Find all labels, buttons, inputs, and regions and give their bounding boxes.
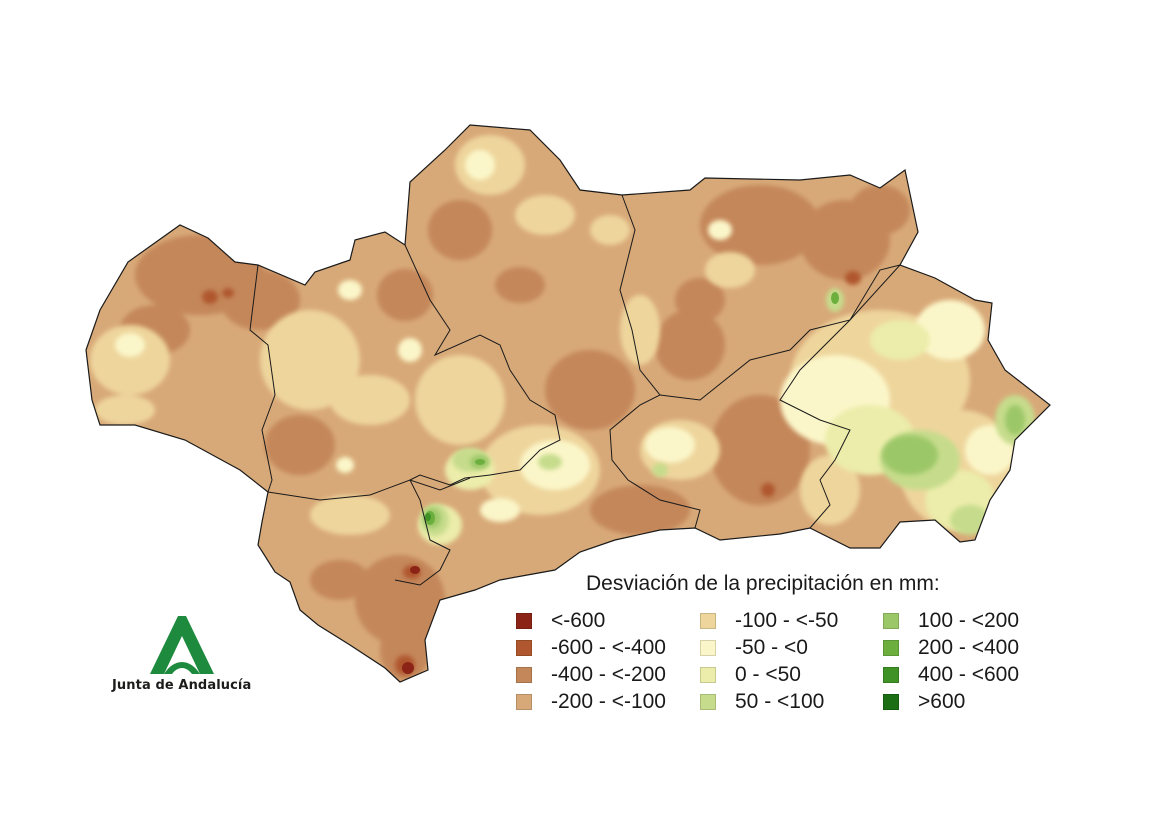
legend-label: 200 - <400 [918, 636, 1020, 659]
legend-item: 100 - <200 [883, 608, 1019, 634]
legend-item: -400 - <-200 [516, 662, 666, 688]
sevilla-cadiz-border [267, 477, 471, 501]
legend-swatch [700, 667, 716, 683]
legend-item: -600 - <-400 [516, 635, 666, 661]
sevilla-cordoba-border [404, 244, 561, 486]
legend-item: 400 - <600 [883, 662, 1019, 688]
legend-swatch [700, 640, 716, 656]
legend-label: -50 - <0 [735, 636, 808, 659]
legend-item: >600 [883, 689, 965, 715]
jaen-granada-border [659, 264, 901, 401]
legend-swatch [883, 667, 899, 683]
extreme-dry-zones [402, 566, 420, 674]
legend-label: <-600 [551, 609, 606, 632]
wetter-zones [423, 405, 1025, 528]
legend-title: Desviación de la precipitación en mm: [586, 572, 940, 595]
junta-de-andalucia-logo: Junta de Andalucía [112, 612, 262, 702]
legend-item: 50 - <100 [700, 689, 824, 715]
legend-swatch [516, 667, 532, 683]
legend-label: 400 - <600 [918, 663, 1020, 686]
legend-item: 200 - <400 [883, 635, 1019, 661]
legend-swatch [516, 694, 532, 710]
wettest-zones [425, 292, 839, 525]
legend-swatch [883, 640, 899, 656]
legend-label: 50 - <100 [735, 690, 825, 713]
legend-swatch [516, 613, 532, 629]
province-borders [249, 194, 901, 586]
logo-a-icon [150, 616, 214, 674]
legend-item: -200 - <-100 [516, 689, 666, 715]
legend-label: -200 - <-100 [551, 690, 666, 713]
legend-label: -600 - <-400 [551, 636, 666, 659]
legend-item: -50 - <0 [700, 635, 808, 661]
legend-swatch [700, 694, 716, 710]
legend-swatch [700, 613, 716, 629]
legend-swatch [883, 694, 899, 710]
legend-swatch [516, 640, 532, 656]
legend-label: 100 - <200 [918, 609, 1020, 632]
legend-label: >600 [918, 690, 966, 713]
logo-text: Junta de Andalucía [112, 678, 252, 693]
huelva-sevilla-border [249, 264, 276, 493]
legend-label: 0 - <50 [735, 663, 801, 686]
cordoba-granada-jaen-border [609, 194, 701, 529]
legend-swatch [883, 613, 899, 629]
legend-item: -100 - <-50 [700, 608, 838, 634]
granada-almeria-border [779, 264, 901, 529]
legend-label: -400 - <-200 [551, 663, 666, 686]
legend-item: 0 - <50 [700, 662, 801, 688]
cadiz-malaga-border [394, 479, 451, 586]
legend-label: -100 - <-50 [735, 609, 839, 632]
legend-item: <-600 [516, 608, 605, 634]
